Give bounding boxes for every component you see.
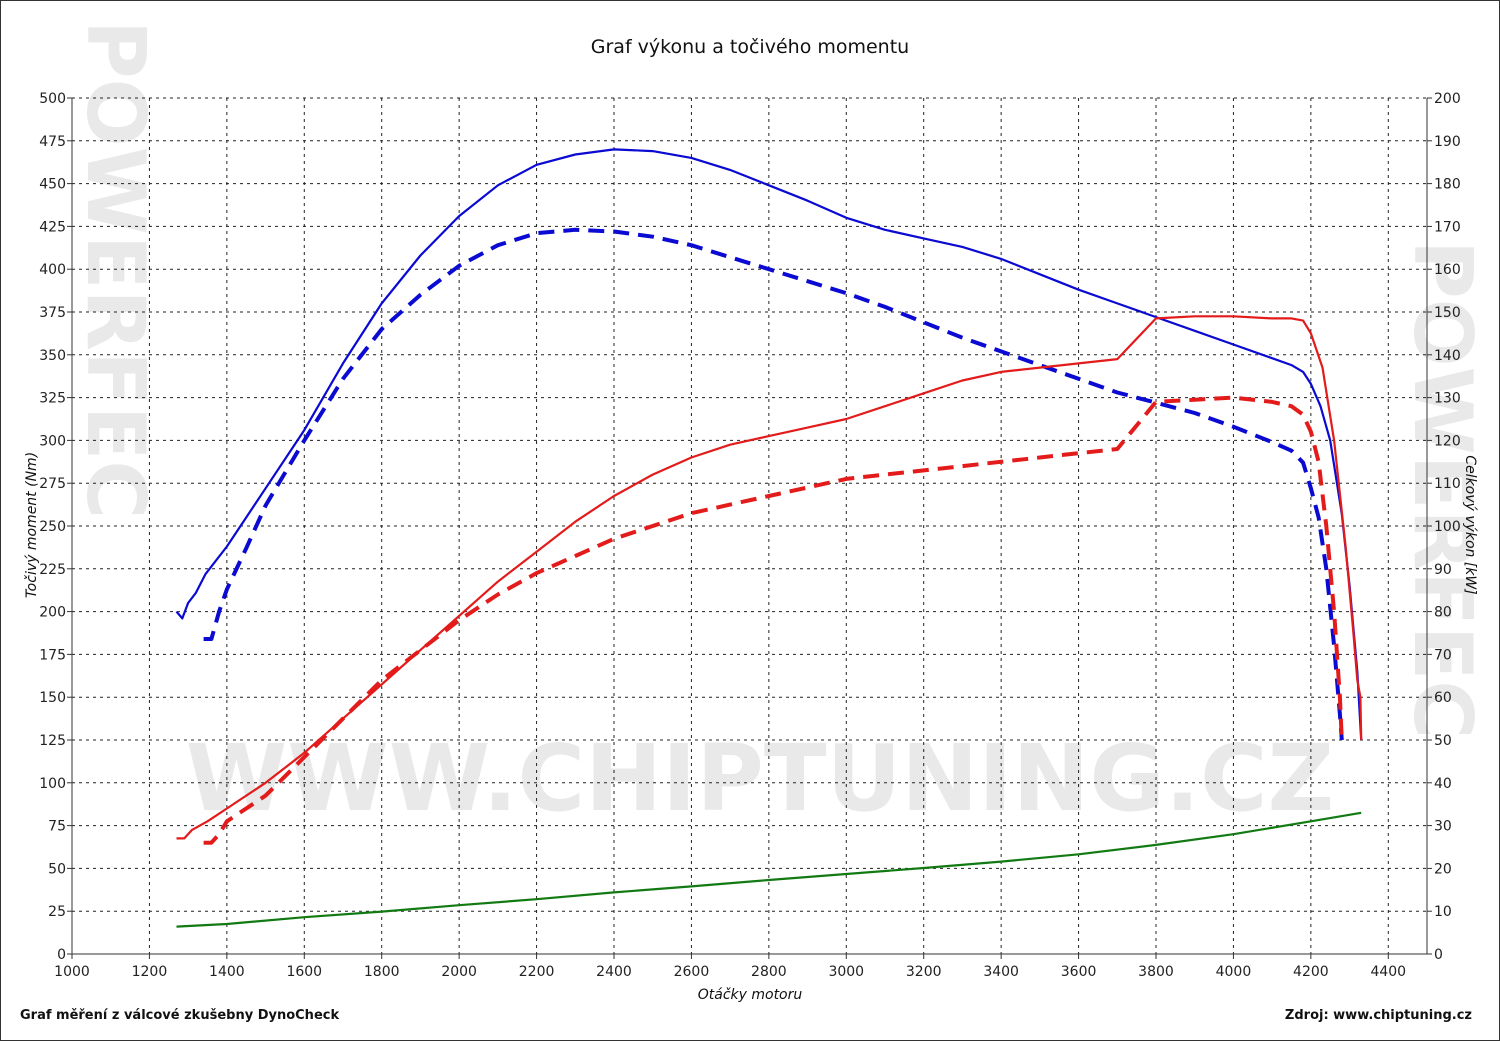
y-right-tick-label-190: 190 <box>1434 134 1461 150</box>
axes: 1000 1200 1400 1600 1800 2000 2200 2400 2600 2800… <box>39 91 1460 980</box>
y-left-tick-label-125: 125 <box>39 733 66 749</box>
x-tick-label-3400: 3400 <box>983 964 1019 980</box>
watermark-brand-right: POWERFEC <box>1396 240 1489 739</box>
y-left-tick-label-275: 275 <box>39 476 66 492</box>
torque-dashed-line <box>203 227 1344 741</box>
y-right-tick-label-80: 80 <box>1434 605 1452 621</box>
x-tick-label-2800: 2800 <box>751 964 787 980</box>
x-tick-label-4400: 4400 <box>1370 964 1406 980</box>
y-right-tick-label-120: 120 <box>1434 433 1461 449</box>
x-tick-label-2400: 2400 <box>596 964 632 980</box>
x-tick-label-1200: 1200 <box>132 964 168 980</box>
y-left-tick-label-25: 25 <box>48 904 66 920</box>
y-left-tick-label-50: 50 <box>48 861 66 877</box>
y-right-tick-label-130: 130 <box>1434 391 1461 407</box>
x-tick-label-3200: 3200 <box>906 964 942 980</box>
x-tick-label-1000: 1000 <box>54 964 90 980</box>
y-left-tick-label-175: 175 <box>39 647 66 663</box>
y-right-axis-label: Celkový výkon [kW] <box>1462 455 1478 594</box>
x-tick-label-1800: 1800 <box>364 964 400 980</box>
y-left-tick-label-400: 400 <box>39 262 66 278</box>
x-tick-label-4200: 4200 <box>1293 964 1329 980</box>
y-right-tick-label-30: 30 <box>1434 819 1452 835</box>
y-left-tick-label-300: 300 <box>39 433 66 449</box>
y-left-tick-label-200: 200 <box>39 605 66 621</box>
grid-lines <box>72 97 1427 954</box>
loss-solid-line <box>176 811 1362 928</box>
y-right-tick-label-150: 150 <box>1434 305 1461 321</box>
x-tick-label-1400: 1400 <box>209 964 245 980</box>
y-left-tick-label-150: 150 <box>39 690 66 706</box>
torque-solid-line <box>175 148 1363 741</box>
power-dashed-line <box>203 395 1344 845</box>
y-left-tick-label-250: 250 <box>39 519 66 535</box>
y-right-tick-label-180: 180 <box>1434 177 1461 193</box>
footer-left-text: Graf měření z válcové zkušebny DynoCheck <box>20 1008 339 1023</box>
chart-title: Graf výkonu a točivého momentu <box>591 36 909 58</box>
y-right-tick-label-200: 200 <box>1434 91 1461 107</box>
x-tick-label-3000: 3000 <box>828 964 864 980</box>
y-left-tick-label-100: 100 <box>39 776 66 792</box>
y-left-tick-label-225: 225 <box>39 562 66 578</box>
y-left-tick-label-450: 450 <box>39 177 66 193</box>
y-right-tick-label-20: 20 <box>1434 861 1452 877</box>
x-tick-label-2600: 2600 <box>674 964 710 980</box>
y-right-tick-label-90: 90 <box>1434 562 1452 578</box>
y-right-tick-label-70: 70 <box>1434 647 1452 663</box>
x-tick-label-1600: 1600 <box>286 964 322 980</box>
x-tick-label-3800: 3800 <box>1138 964 1174 980</box>
y-right-tick-label-100: 100 <box>1434 519 1461 535</box>
watermark-layer: WWW.CHIPTUNING.CZ POWERFEC POWERFEC <box>69 20 1489 832</box>
footer-right-text: Zdroj: www.chiptuning.cz <box>1285 1008 1472 1023</box>
y-right-tick-label-50: 50 <box>1434 733 1452 749</box>
y-right-tick-label-60: 60 <box>1434 690 1452 706</box>
y-right-tick-label-170: 170 <box>1434 219 1461 235</box>
y-left-tick-label-425: 425 <box>39 219 66 235</box>
y-left-tick-label-475: 475 <box>39 134 66 150</box>
x-tick-label-4000: 4000 <box>1216 964 1252 980</box>
y-right-tick-label-140: 140 <box>1434 348 1461 364</box>
y-left-tick-label-350: 350 <box>39 348 66 364</box>
y-left-tick-label-75: 75 <box>48 819 66 835</box>
series-lines <box>175 148 1363 928</box>
x-tick-label-2000: 2000 <box>441 964 477 980</box>
y-left-tick-label-325: 325 <box>39 391 66 407</box>
x-tick-label-2200: 2200 <box>519 964 555 980</box>
x-tick-label-3600: 3600 <box>1061 964 1097 980</box>
y-left-axis-label: Točivý moment (Nm) <box>24 452 40 598</box>
y-left-tick-label-375: 375 <box>39 305 66 321</box>
x-axis-label: Otáčky motoru <box>698 987 803 1003</box>
watermark-site-text: WWW.CHIPTUNING.CZ <box>186 725 1334 832</box>
y-left-tick-label-500: 500 <box>39 91 66 107</box>
y-right-tick-label-0: 0 <box>1434 947 1443 963</box>
y-right-tick-label-160: 160 <box>1434 262 1461 278</box>
y-left-tick-label-0: 0 <box>57 947 66 963</box>
y-right-tick-label-40: 40 <box>1434 776 1452 792</box>
y-right-tick-label-110: 110 <box>1434 476 1461 492</box>
y-right-tick-label-10: 10 <box>1434 904 1452 920</box>
